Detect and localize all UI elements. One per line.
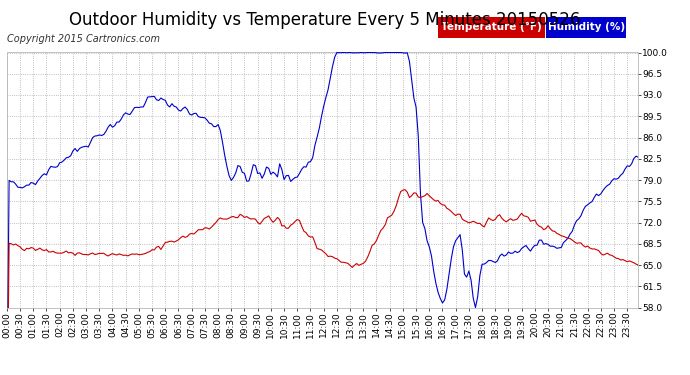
- Text: Temperature (°F): Temperature (°F): [441, 22, 542, 32]
- Text: Outdoor Humidity vs Temperature Every 5 Minutes 20150526: Outdoor Humidity vs Temperature Every 5 …: [68, 11, 580, 29]
- Text: Humidity (%): Humidity (%): [548, 22, 624, 32]
- Text: Copyright 2015 Cartronics.com: Copyright 2015 Cartronics.com: [7, 34, 160, 44]
